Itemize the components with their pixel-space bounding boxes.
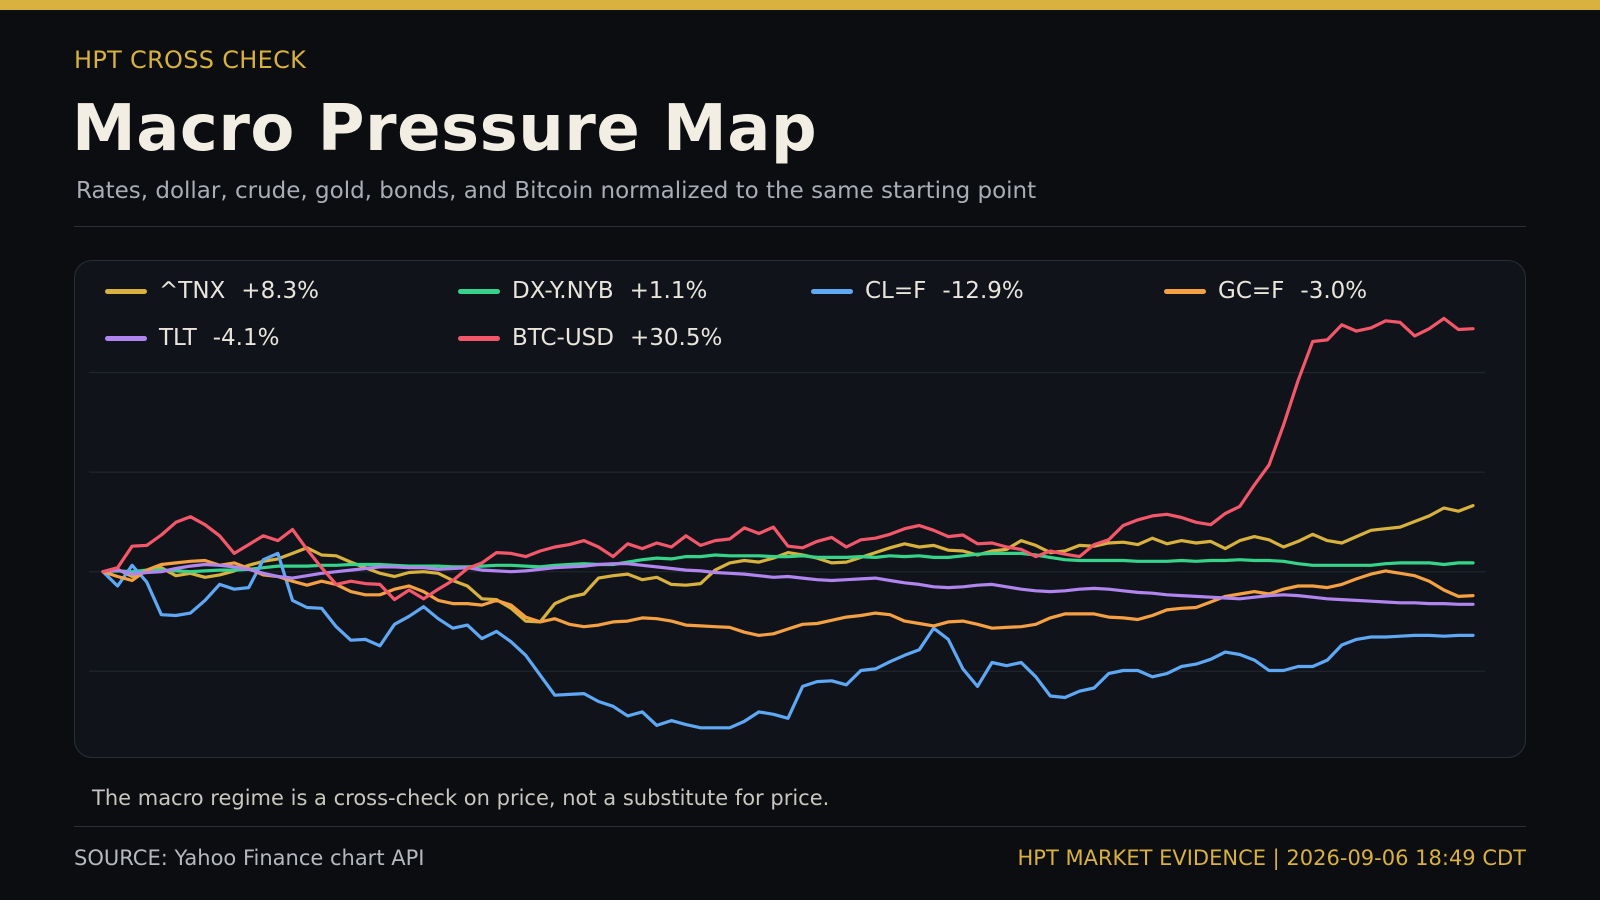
accent-top-bar	[0, 0, 1600, 10]
legend-swatch	[105, 335, 147, 341]
legend-swatch	[811, 288, 853, 294]
legend-series-change: +8.3%	[241, 278, 320, 304]
page-subtitle: Rates, dollar, crude, gold, bonds, and B…	[76, 178, 1037, 204]
legend-item-tlt: TLT -4.1%	[105, 325, 279, 351]
kicker-label: HPT CROSS CHECK	[74, 46, 307, 74]
legend-series-change: +1.1%	[629, 278, 708, 304]
legend-item-btc-usd: BTC-USD +30.5%	[458, 325, 722, 351]
legend-series-name: ^TNX	[159, 278, 226, 304]
legend-series-name: DX-Y.NYB	[512, 278, 614, 304]
legend-series-name: GC=F	[1218, 278, 1285, 304]
timestamp-label: HPT MARKET EVIDENCE | 2026-09-06 18:49 C…	[1017, 846, 1526, 870]
legend-series-name: CL=F	[865, 278, 927, 304]
legend-item-dx-y-nyb: DX-Y.NYB +1.1%	[458, 278, 707, 304]
chart-footnote: The macro regime is a cross-check on pri…	[92, 786, 830, 810]
legend-item-cl-f: CL=F -12.9%	[811, 278, 1024, 304]
legend-series-change: -4.1%	[212, 325, 280, 351]
series-line-dx-y-nyb	[101, 551, 1475, 574]
series-line-gc-f	[101, 558, 1475, 637]
legend-series-name: TLT	[159, 325, 197, 351]
source-label: SOURCE: Yahoo Finance chart API	[74, 846, 425, 870]
series-line-cl-f	[101, 551, 1475, 730]
legend-series-name: BTC-USD	[512, 325, 614, 351]
legend-swatch	[458, 335, 500, 341]
legend-swatch	[1164, 288, 1206, 294]
series-line-tlt	[101, 562, 1475, 606]
legend-series-change: -3.0%	[1300, 278, 1368, 304]
legend-item-tnx: ^TNX +8.3%	[105, 278, 319, 304]
series-line-btc-usd	[101, 316, 1475, 602]
chart-panel: ^TNX +8.3% DX-Y.NYB +1.1% CL=F -12.9% GC=F -3.0…	[74, 260, 1526, 758]
footer-divider	[74, 826, 1526, 827]
legend-series-change: -12.9%	[942, 278, 1024, 304]
header-divider	[74, 226, 1526, 227]
legend-swatch	[458, 288, 500, 294]
legend-item-gc-f: GC=F -3.0%	[1164, 278, 1367, 304]
legend-swatch	[105, 288, 147, 294]
page-title: Macro Pressure Map	[72, 92, 818, 166]
series-line-tnx	[101, 504, 1475, 624]
line-chart	[89, 316, 1485, 730]
legend-series-change: +30.5%	[629, 325, 723, 351]
